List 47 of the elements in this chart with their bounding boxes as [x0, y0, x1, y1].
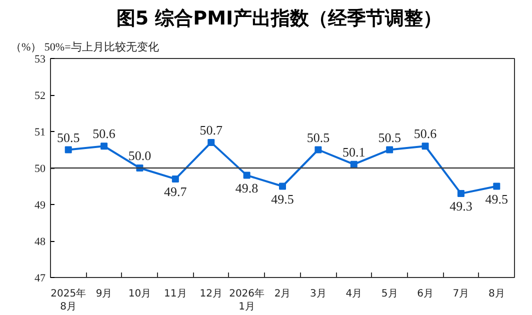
point — [243, 172, 250, 179]
x-tick-label: 12月 — [200, 288, 222, 300]
point — [386, 146, 394, 154]
data-label: 49.3 — [450, 198, 472, 214]
data-label: 50.7 — [200, 122, 223, 138]
point — [208, 138, 215, 146]
y-tick-label: 51 — [34, 126, 46, 138]
y-tick-label: 50 — [34, 163, 46, 175]
x-tick-label: 3月 — [310, 288, 326, 300]
point — [422, 142, 429, 150]
data-label: 50.5 — [378, 130, 401, 145]
x-tick-label: 4月 — [346, 288, 362, 300]
data-label: 50.1 — [342, 144, 366, 160]
x-tick-label: 2026年 1月 — [229, 288, 265, 313]
data-label: 50.5 — [306, 130, 330, 145]
y-tick-label: 47 — [34, 272, 46, 284]
point — [493, 182, 500, 190]
y-tick-label: 48 — [34, 236, 46, 248]
point — [457, 190, 464, 198]
text: （%） 50%=与上月比较无变化 — [10, 40, 159, 54]
point — [314, 146, 322, 154]
data-label: 49.7 — [164, 184, 188, 199]
x-tick-label: 2025年 8月 — [50, 288, 86, 313]
x-tick-label: 6月 — [417, 288, 434, 300]
data-label: 49.5 — [485, 191, 508, 206]
data-label: 50.6 — [92, 126, 116, 142]
point — [279, 182, 286, 190]
x-tick-label: 8月 — [488, 288, 505, 300]
chart-title: 图5 综合PMI产出指数（经季节调整） — [116, 8, 442, 30]
x-tick-label: 10月 — [128, 288, 152, 300]
data-label: 50.0 — [128, 148, 152, 163]
data-label: 50.5 — [56, 130, 80, 145]
x-tick-label: 5月 — [381, 288, 398, 300]
data-label: 50.6 — [414, 126, 438, 142]
point — [172, 175, 179, 182]
x-tick-label: 9月 — [96, 288, 112, 300]
x-tick-label: 11月 — [164, 288, 187, 300]
y-tick-label: 49 — [34, 200, 46, 212]
x-tick-label: 7月 — [452, 288, 470, 300]
point — [350, 160, 358, 168]
data-label: 49.8 — [235, 180, 258, 196]
point — [100, 142, 108, 150]
y-tick-label: 52 — [34, 90, 46, 102]
y-tick-label: 53 — [34, 54, 46, 66]
x-tick-label: 2月 — [274, 288, 291, 300]
point — [64, 146, 72, 154]
data-label: 49.5 — [271, 191, 294, 206]
